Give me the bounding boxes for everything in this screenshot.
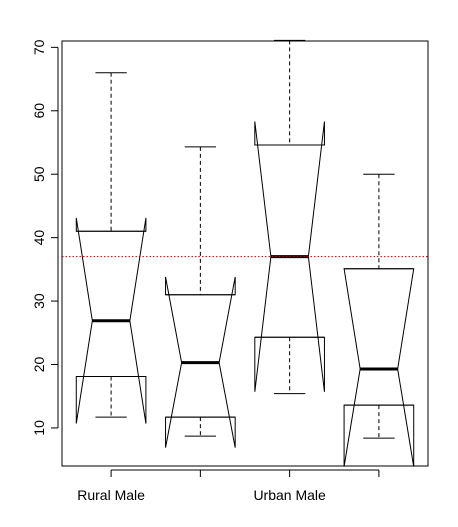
y-tick-label: 40 <box>31 230 47 246</box>
y-tick-label: 20 <box>31 357 47 373</box>
boxes <box>75 39 415 467</box>
y-tick-label: 10 <box>31 420 47 436</box>
plot-frame <box>61 40 429 467</box>
box-group <box>254 39 325 395</box>
y-tick-label: 50 <box>31 166 47 182</box>
box-group <box>343 173 415 467</box>
y-axis: 10 20 30 40 50 60 70 <box>31 39 59 436</box>
y-tick-label: 30 <box>31 293 47 309</box>
x-axis: Rural Male Urban Male <box>77 469 380 503</box>
box-group <box>75 72 147 424</box>
x-tick-label: Urban Male <box>253 487 326 503</box>
box-group <box>165 146 236 448</box>
y-tick-label: 60 <box>31 103 47 119</box>
y-tick-label: 70 <box>31 39 47 55</box>
x-tick-label: Rural Male <box>77 487 145 503</box>
